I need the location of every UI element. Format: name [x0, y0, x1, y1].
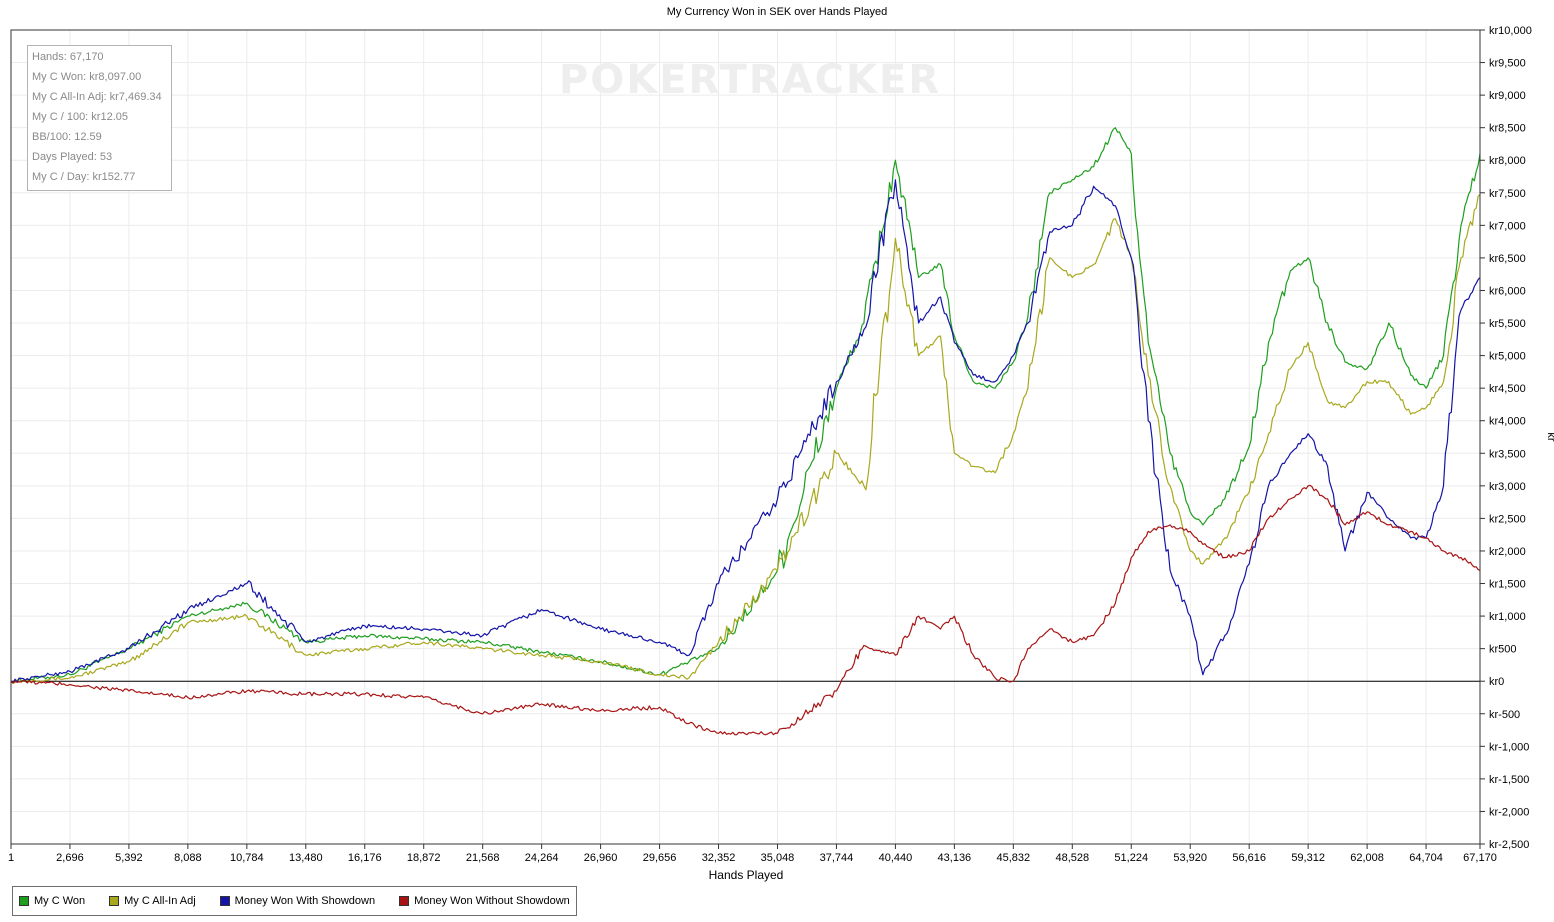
legend-label: My C All-In Adj — [124, 895, 196, 907]
x-axis-label: Hands Played — [709, 868, 784, 882]
x-tick-label: 56,616 — [1232, 852, 1266, 864]
x-tick-label: 1 — [8, 852, 14, 864]
chart-title: My Currency Won in SEK over Hands Played — [666, 6, 888, 18]
x-tick-label: 51,224 — [1114, 852, 1148, 864]
legend-label: Money Won With Showdown — [234, 895, 376, 907]
x-tick-label: 16,176 — [348, 852, 382, 864]
y-tick-label: kr5,000 — [1489, 351, 1526, 363]
legend-swatch — [399, 896, 410, 906]
stat-hands: Hands: 67,170 — [32, 51, 104, 63]
x-tick-label: 2,696 — [56, 852, 84, 864]
series-line-4 — [10, 484, 1481, 736]
legend-swatch — [109, 896, 120, 906]
x-tick-label: 26,960 — [584, 852, 618, 864]
y-tick-label: kr4,000 — [1489, 416, 1526, 428]
stat-days: Days Played: 53 — [32, 151, 113, 163]
y-tick-label: kr-2,000 — [1489, 806, 1529, 818]
y-tick-label: kr5,500 — [1489, 318, 1526, 330]
y-tick-label: kr-1,000 — [1489, 741, 1529, 753]
y-tick-label: kr3,000 — [1489, 481, 1526, 493]
y-axis-ticks: kr10,000 kr9,500 kr9,000 kr8,500 kr8,000 kr7,… — [1480, 25, 1532, 851]
x-tick-label: 67,170 — [1463, 852, 1497, 864]
x-tick-label: 29,656 — [643, 852, 677, 864]
y-tick-label: kr2,500 — [1489, 513, 1526, 525]
y-tick-label: kr-500 — [1489, 709, 1520, 721]
y-tick-label: kr10,000 — [1489, 25, 1532, 37]
legend-item-with-showdown[interactable]: Money Won With Showdown — [219, 895, 376, 907]
y-tick-label: kr-1,500 — [1489, 774, 1529, 786]
stats-box: Hands: 67,170 My C Won: kr8,097.00 My C … — [27, 45, 172, 191]
legend-label: Money Won Without Showdown — [414, 895, 570, 907]
x-tick-label: 53,920 — [1173, 852, 1207, 864]
pokertracker-watermark: POKERTRACKER — [559, 57, 941, 103]
x-tick-label: 18,872 — [407, 852, 441, 864]
y-tick-label: kr4,500 — [1489, 383, 1526, 395]
x-tick-label: 43,136 — [938, 852, 972, 864]
x-tick-label: 62,008 — [1350, 852, 1384, 864]
x-axis-ticks: 1 2,696 5,392 8,088 10,784 13,480 16,176 18,872… — [8, 844, 1497, 864]
chart-legend: My C Won My C All-In Adj Money Won With … — [12, 886, 577, 916]
stat-per-day: My C / Day: kr152.77 — [32, 171, 136, 183]
x-tick-label: 5,392 — [115, 852, 143, 864]
y-tick-label: kr9,500 — [1489, 58, 1526, 70]
y-tick-label: kr3,500 — [1489, 448, 1526, 460]
y-tick-label: kr2,000 — [1489, 546, 1526, 558]
y-tick-label: kr8,000 — [1489, 155, 1526, 167]
grid-lines — [10, 29, 1481, 845]
y-tick-label: kr7,000 — [1489, 220, 1526, 232]
x-tick-label: 24,264 — [525, 852, 559, 864]
x-tick-label: 8,088 — [174, 852, 202, 864]
y-tick-label: kr8,500 — [1489, 123, 1526, 135]
y-tick-label: kr6,500 — [1489, 253, 1526, 265]
series-line-2 — [10, 194, 1481, 684]
y-tick-label: kr6,000 — [1489, 285, 1526, 297]
x-tick-label: 13,480 — [289, 852, 323, 864]
x-tick-label: 64,704 — [1409, 852, 1443, 864]
legend-label: My C Won — [34, 895, 86, 907]
series-line-1 — [10, 127, 1481, 684]
x-tick-label: 32,352 — [702, 852, 736, 864]
legend-item-all-in-adj[interactable]: My C All-In Adj — [109, 895, 196, 907]
x-tick-label: 48,528 — [1055, 852, 1089, 864]
x-tick-label: 37,744 — [820, 852, 854, 864]
plot-frame — [10, 29, 1481, 845]
stat-bb-100: BB/100: 12.59 — [32, 131, 102, 143]
y-tick-label: kr7,500 — [1489, 188, 1526, 200]
series-lines — [10, 127, 1481, 736]
y-axis-label: kr — [1545, 432, 1554, 442]
x-tick-label: 35,048 — [761, 852, 795, 864]
legend-swatch — [219, 896, 230, 906]
stat-allin-adj: My C All-In Adj: kr7,469.34 — [32, 91, 162, 103]
y-tick-label: kr500 — [1489, 644, 1517, 656]
legend-swatch — [19, 896, 29, 906]
x-tick-label: 40,440 — [879, 852, 913, 864]
legend-item-my-c-won[interactable]: My C Won — [19, 895, 85, 907]
x-tick-label: 45,832 — [997, 852, 1031, 864]
x-tick-label: 10,784 — [230, 852, 264, 864]
y-tick-label: kr-2,500 — [1489, 839, 1529, 851]
y-tick-label: kr1,000 — [1489, 611, 1526, 623]
stat-won: My C Won: kr8,097.00 — [32, 71, 142, 83]
legend-item-without-showdown[interactable]: Money Won Without Showdown — [399, 895, 570, 907]
y-tick-label: kr1,500 — [1489, 579, 1526, 591]
x-tick-label: 59,312 — [1291, 852, 1325, 864]
y-tick-label: kr9,000 — [1489, 90, 1526, 102]
y-tick-label: kr0 — [1489, 676, 1504, 688]
stat-per-100: My C / 100: kr12.05 — [32, 111, 128, 123]
x-tick-label: 21,568 — [466, 852, 500, 864]
series-line-3 — [10, 179, 1481, 684]
